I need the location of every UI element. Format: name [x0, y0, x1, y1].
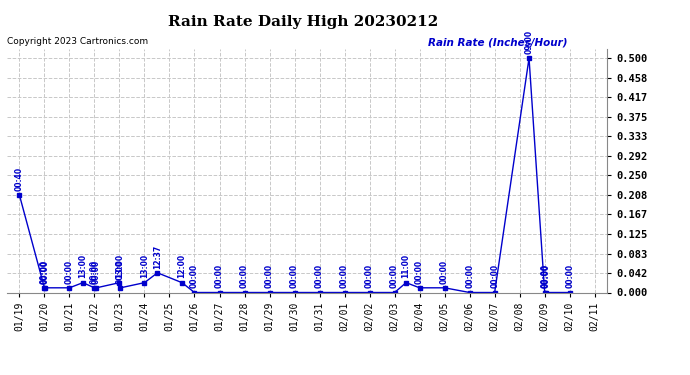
Text: 00:00: 00:00	[240, 264, 249, 288]
Text: 00:00: 00:00	[315, 264, 324, 288]
Text: 00:00: 00:00	[490, 264, 499, 288]
Text: 00:00: 00:00	[415, 260, 424, 284]
Text: 13:00: 13:00	[79, 254, 88, 279]
Text: 00:00: 00:00	[116, 260, 125, 284]
Text: 00:00: 00:00	[541, 264, 550, 288]
Text: 00:00: 00:00	[65, 260, 74, 284]
Text: 00:00: 00:00	[390, 264, 399, 288]
Text: 00:00: 00:00	[41, 260, 50, 284]
Text: 11:00: 11:00	[402, 254, 411, 279]
Text: 00:00: 00:00	[90, 260, 99, 284]
Text: 00:00: 00:00	[190, 264, 199, 288]
Text: 13:00: 13:00	[115, 254, 124, 279]
Text: 00:00: 00:00	[290, 264, 299, 288]
Text: 00:00: 00:00	[365, 264, 374, 288]
Text: 09:00: 09:00	[524, 30, 533, 54]
Text: 00:00: 00:00	[92, 260, 101, 284]
Text: 12:00: 12:00	[177, 254, 186, 279]
Text: 00:00: 00:00	[540, 264, 549, 288]
Text: Rain Rate (Inches/Hour): Rain Rate (Inches/Hour)	[428, 38, 567, 48]
Text: 00:00: 00:00	[265, 264, 274, 288]
Text: Copyright 2023 Cartronics.com: Copyright 2023 Cartronics.com	[7, 38, 148, 46]
Text: 00:00: 00:00	[215, 264, 224, 288]
Text: Rain Rate Daily High 20230212: Rain Rate Daily High 20230212	[168, 15, 439, 29]
Text: 00:40: 00:40	[15, 167, 24, 191]
Text: 13:00: 13:00	[140, 254, 149, 279]
Text: 00:00: 00:00	[565, 264, 574, 288]
Text: 00:00: 00:00	[465, 264, 474, 288]
Text: 00:00: 00:00	[40, 260, 49, 284]
Text: 00:00: 00:00	[340, 264, 349, 288]
Text: 12:37: 12:37	[153, 244, 162, 268]
Text: 00:00: 00:00	[440, 260, 449, 284]
